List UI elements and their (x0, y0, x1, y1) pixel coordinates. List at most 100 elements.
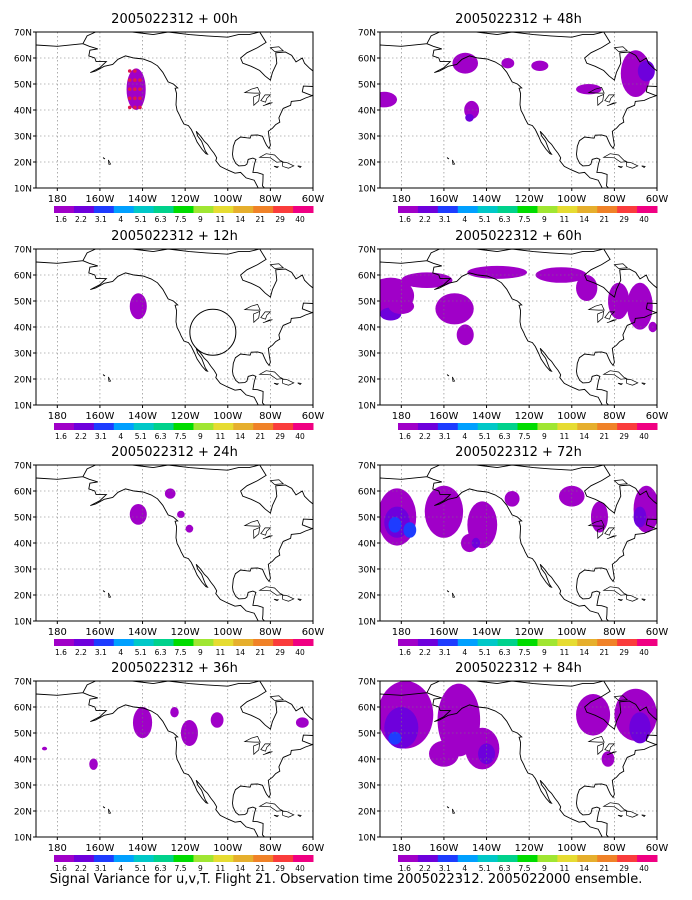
colorbar-swatch (457, 855, 479, 862)
colorbar-label: 1.6 (55, 648, 67, 657)
y-tick-label: 30N (14, 350, 32, 360)
lake-outline (243, 303, 261, 311)
x-tick-label: 80W (603, 411, 626, 422)
colorbar-swatch (398, 639, 419, 646)
y-tick-label: 10N (358, 834, 376, 844)
island-outline (273, 814, 280, 818)
coastline (380, 32, 657, 188)
colorbar-label: 3.1 (95, 432, 107, 441)
colorbar-label: 40 (295, 648, 305, 657)
island-outline (102, 805, 106, 809)
colorbar-swatch (213, 855, 234, 862)
colorbar-swatch (213, 639, 234, 646)
colorbar-label: 7.5 (175, 864, 187, 873)
map-panel: 2005022312 + 84h 180 160W 140W 120W 100W 80W 60… (358, 661, 669, 873)
observation-point (133, 69, 137, 73)
colorbar-label: 9 (542, 215, 547, 224)
colorbar-swatch (597, 423, 618, 430)
colorbar-label: 3.1 (439, 648, 451, 657)
x-tick-label: 120W (515, 843, 544, 854)
colorbar-label: 21 (599, 432, 609, 441)
island-outline (269, 479, 285, 485)
island-outline (641, 814, 646, 817)
y-tick-label: 20N (358, 376, 376, 386)
map-frame (379, 31, 658, 189)
lake-outline (604, 311, 616, 320)
x-tick-label: 120W (171, 411, 200, 422)
y-tick-label: 60N (14, 704, 32, 714)
colorbar-swatch (577, 423, 598, 430)
variance-contour (465, 113, 474, 122)
y-tick-label: 70N (14, 462, 32, 472)
colorbar-label: 9 (198, 432, 203, 441)
observation-point (133, 87, 137, 91)
colorbar-label: 1.6 (55, 432, 67, 441)
y-tick-label: 30N (14, 566, 32, 576)
colorbar-label: 21 (599, 648, 609, 657)
colorbar-swatch (133, 206, 155, 213)
variance-contour (424, 485, 464, 538)
colorbar-label: 40 (639, 432, 649, 441)
lake-outline (606, 751, 617, 756)
lake-outline (262, 535, 273, 540)
colorbar-label: 5.1 (479, 215, 491, 224)
x-tick-label: 180 (392, 411, 411, 422)
x-tick-label: 140W (128, 627, 157, 638)
colorbar-label: 14 (236, 864, 246, 873)
colorbar-swatch (577, 855, 598, 862)
colorbar-swatch (537, 423, 558, 430)
island-outline (625, 810, 639, 818)
lake-outline (597, 526, 605, 540)
colorbar-swatch (398, 206, 419, 213)
map-panel: 2005022312 + 36h 180 160W 140W 120W 100W 80W 60… (14, 661, 325, 873)
colorbar-label: 2.2 (419, 864, 431, 873)
x-tick-label: 100W (557, 627, 586, 638)
lake-outline (606, 319, 617, 324)
colorbar-swatch (477, 423, 499, 430)
observation-point (127, 69, 132, 73)
colorbar-swatch (617, 423, 638, 430)
map-panel: 2005022312 + 72h 180 160W 140W 120W 100W 80W 60… (358, 445, 669, 657)
colorbar-label: 5.1 (479, 648, 491, 657)
colorbar-swatch (253, 639, 274, 646)
colorbar-swatch (273, 639, 294, 646)
colorbar-label: 5.1 (135, 215, 147, 224)
colorbar-label: 2.2 (75, 648, 87, 657)
colorbar-label: 2.2 (419, 648, 431, 657)
map-area (380, 249, 657, 405)
variance-contour (467, 265, 528, 279)
colorbar-swatch (73, 206, 95, 213)
variance-contour (185, 524, 194, 533)
y-tick-label: 70N (14, 29, 32, 39)
variance-contour (435, 293, 474, 325)
colorbar-label: 6.3 (155, 864, 167, 873)
coastline (380, 465, 657, 621)
island-outline (452, 376, 456, 382)
x-tick-label: 100W (557, 194, 586, 205)
colorbar-label: 1.6 (399, 215, 411, 224)
colorbar-swatch (153, 639, 175, 646)
lake-outline (253, 742, 261, 756)
y-tick-label: 50N (14, 514, 32, 524)
x-tick-label: 80W (603, 843, 626, 854)
x-tick-label: 120W (171, 627, 200, 638)
colorbar-label: 21 (599, 864, 609, 873)
colorbar-label: 11 (560, 864, 570, 873)
y-tick-label: 40N (14, 107, 32, 117)
colorbar-swatch (497, 855, 519, 862)
island-outline (641, 598, 646, 601)
colorbar-swatch (73, 855, 95, 862)
x-tick-label: 120W (515, 194, 544, 205)
colorbar-swatch (497, 639, 519, 646)
colorbar-label: 6.3 (499, 215, 511, 224)
x-tick-label: 160W (429, 194, 458, 205)
lake-outline (262, 319, 273, 324)
colorbar-label: 29 (275, 864, 285, 873)
island-outline (625, 161, 639, 169)
colorbar-swatch (293, 206, 314, 213)
variance-contour (170, 707, 179, 718)
x-tick-label: 60W (646, 411, 669, 422)
island-outline (617, 814, 624, 818)
colorbar-swatch (193, 206, 214, 213)
colorbar-swatch (637, 639, 658, 646)
